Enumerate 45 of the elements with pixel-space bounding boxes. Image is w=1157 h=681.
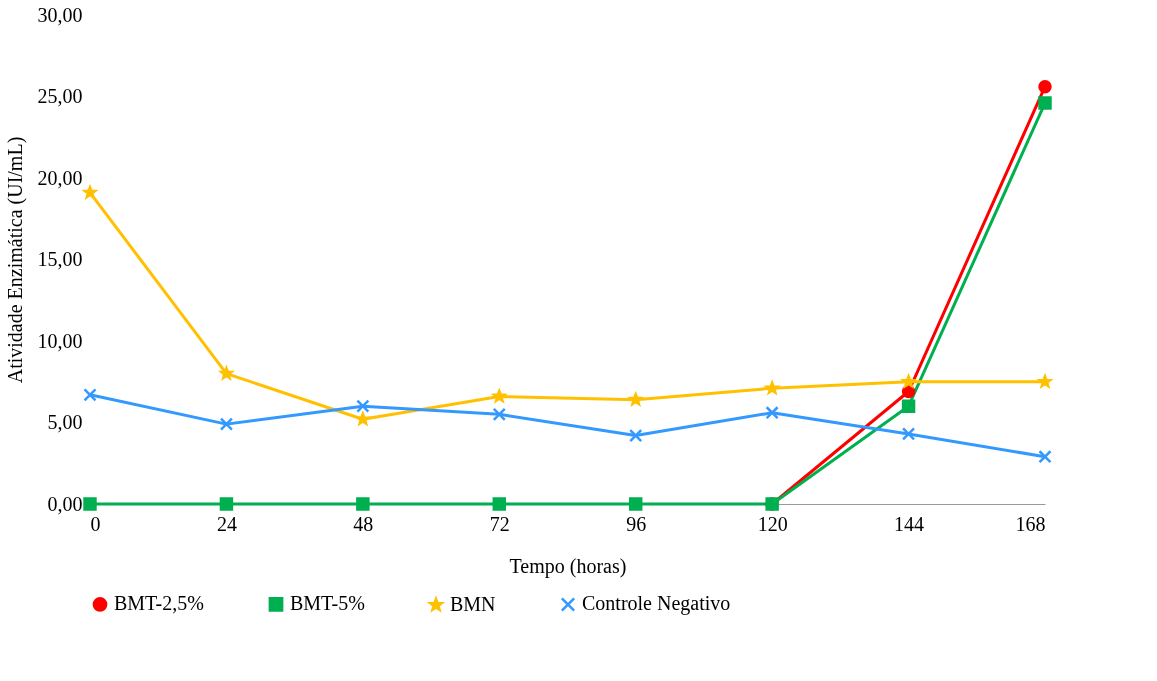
point bbox=[219, 497, 234, 511]
point bbox=[763, 379, 781, 396]
point bbox=[1038, 96, 1052, 110]
point bbox=[627, 390, 644, 407]
x-tick-label: 24 bbox=[216, 512, 237, 535]
point bbox=[901, 399, 916, 413]
x-tick-label: 168 bbox=[1015, 512, 1046, 535]
x-axis-title: Tempo (horas) bbox=[509, 554, 627, 578]
point bbox=[356, 497, 370, 511]
y-tick-label: 15,00 bbox=[37, 248, 83, 270]
point bbox=[83, 388, 97, 402]
x-tick-label: 96 bbox=[626, 512, 647, 535]
y-tick-label: 10,00 bbox=[37, 329, 83, 352]
y-tick-label: 0,00 bbox=[47, 492, 83, 515]
y-axis-title: Atividade Enzimática (UI/mL) bbox=[3, 136, 27, 384]
point bbox=[628, 497, 643, 511]
point bbox=[1036, 373, 1054, 389]
point bbox=[628, 428, 643, 443]
legend-label: BMN bbox=[450, 593, 496, 615]
point bbox=[901, 427, 916, 441]
point bbox=[1038, 450, 1052, 464]
x-tick-label: 0 bbox=[90, 512, 101, 535]
point bbox=[81, 184, 99, 200]
y-tick-label: 30,00 bbox=[37, 3, 83, 26]
legend-label: BMT-5% bbox=[290, 592, 365, 615]
point bbox=[219, 417, 234, 431]
legend-label: BMT-2,5% bbox=[114, 592, 204, 615]
x-tick-label: 48 bbox=[353, 512, 374, 535]
point bbox=[1038, 80, 1052, 94]
y-tick-label: 20,00 bbox=[37, 166, 83, 189]
x-tick-label: 144 bbox=[894, 512, 925, 535]
y-tick-label: 25,00 bbox=[37, 85, 83, 107]
point bbox=[492, 407, 507, 422]
point bbox=[83, 497, 97, 511]
point bbox=[490, 387, 508, 404]
x-tick-label: 72 bbox=[489, 512, 510, 535]
point bbox=[765, 405, 779, 420]
point bbox=[492, 497, 507, 511]
point bbox=[356, 410, 372, 427]
legend-label: Controle Negativo bbox=[582, 592, 731, 616]
point bbox=[218, 364, 235, 381]
x-tick-label: 120 bbox=[757, 512, 788, 535]
y-tick-label: 5,00 bbox=[47, 411, 83, 433]
point bbox=[356, 399, 370, 413]
point bbox=[901, 384, 916, 399]
